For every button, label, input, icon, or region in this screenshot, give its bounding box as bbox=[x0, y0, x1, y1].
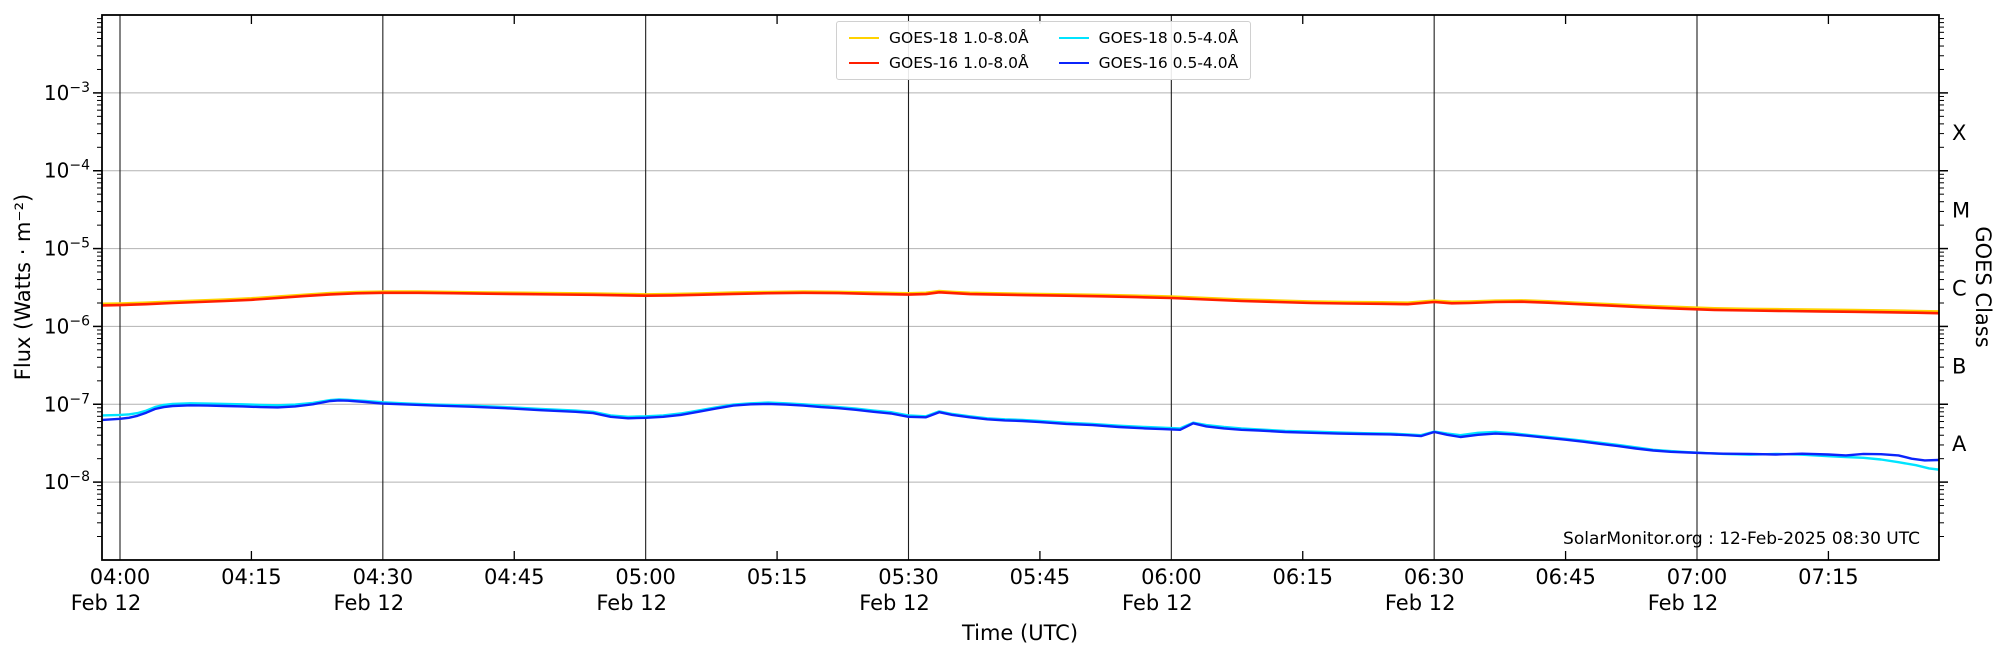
x-tick-label: 04:30 bbox=[353, 565, 414, 589]
legend-item: GOES-18 1.0-8.0Å bbox=[849, 29, 1029, 48]
y-axis-label-left: Flux (Watts · m⁻²) bbox=[11, 193, 35, 381]
x-tick-date-label: Feb 12 bbox=[1122, 591, 1193, 615]
goes-class-label: M bbox=[1952, 199, 1970, 223]
x-tick-label: 05:15 bbox=[747, 565, 808, 589]
y-tick-label: 10−6 bbox=[44, 313, 90, 338]
x-tick-label: 05:00 bbox=[615, 565, 676, 589]
goes-class-label: X bbox=[1952, 121, 1966, 145]
x-tick-label: 04:00 bbox=[90, 565, 151, 589]
y-tick-label: 10−8 bbox=[44, 469, 90, 494]
series-line-goes-16-0-5-4-0- bbox=[102, 399, 1939, 462]
y-tick-labels: 10−3 10−4 10−5 10−6 10−7 10−8 bbox=[44, 80, 90, 494]
legend-item: GOES-16 1.0-8.0Å bbox=[849, 54, 1029, 73]
x-tick-label: 06:45 bbox=[1535, 565, 1596, 589]
x-tick-label: 07:15 bbox=[1798, 565, 1859, 589]
x-tick-label: 06:30 bbox=[1404, 565, 1465, 589]
x-tick-date-label: Feb 12 bbox=[334, 591, 405, 615]
legend-label: GOES-18 1.0-8.0Å bbox=[889, 29, 1029, 47]
y-tick-label: 10−7 bbox=[44, 391, 90, 416]
goes-class-label: A bbox=[1952, 432, 1967, 456]
legend-swatch bbox=[849, 61, 879, 64]
x-tick-date-label: Feb 12 bbox=[71, 591, 142, 615]
x-tick-date-label: Feb 12 bbox=[859, 591, 930, 615]
series-line-goes-16-1-0-8-0- bbox=[102, 291, 1939, 315]
goes-class-label: C bbox=[1952, 277, 1967, 301]
source-annotation: SolarMonitor.org : 12-Feb-2025 08:30 UTC bbox=[1563, 529, 1920, 549]
series-group bbox=[102, 289, 1939, 471]
y-tick-label: 10−5 bbox=[44, 236, 90, 261]
x-tick-date-label: Feb 12 bbox=[1648, 591, 1719, 615]
goes-class-labels: X M C B A bbox=[1952, 121, 1970, 456]
x-tick-label: 04:15 bbox=[221, 565, 282, 589]
x-tick-label: 06:00 bbox=[1141, 565, 1202, 589]
legend-swatch bbox=[1058, 37, 1089, 40]
x-tick-label: 05:45 bbox=[1010, 565, 1071, 589]
legend-swatch bbox=[1058, 61, 1089, 64]
x-tick-label: 07:00 bbox=[1667, 565, 1728, 589]
x-tick-date-label: Feb 12 bbox=[596, 591, 667, 615]
x-axis-label: Time (UTC) bbox=[961, 621, 1079, 645]
legend-item: GOES-16 0.5-4.0Å bbox=[1058, 53, 1239, 73]
x-minor-ticks bbox=[250, 15, 1830, 560]
series-line-goes-18-0-5-4-0- bbox=[102, 398, 1939, 471]
x-tick-label: 06:15 bbox=[1272, 565, 1333, 589]
x-tick-label: 04:45 bbox=[484, 565, 545, 589]
y-axis-label-right: GOES Class bbox=[1971, 226, 1995, 348]
legend-swatch bbox=[849, 37, 879, 40]
y-gridlines bbox=[102, 92, 1939, 483]
legend-label: GOES-18 0.5-4.0Å bbox=[1098, 29, 1239, 47]
y-ticks bbox=[93, 18, 1948, 538]
x-gridlines bbox=[119, 15, 1698, 560]
plot-border bbox=[101, 14, 1940, 561]
legend-item: GOES-18 0.5-4.0Å bbox=[1058, 29, 1239, 48]
x-tick-label: 05:30 bbox=[878, 565, 939, 589]
goes-class-label: B bbox=[1952, 354, 1966, 378]
chart-legend: GOES-18 1.0-8.0Å GOES-16 1.0-8.0Å GOES-18 … bbox=[836, 21, 1252, 81]
legend-label: GOES-16 0.5-4.0Å bbox=[1098, 53, 1239, 72]
legend-label: GOES-16 1.0-8.0Å bbox=[889, 53, 1029, 72]
x-tick-date-label: Feb 12 bbox=[1385, 591, 1456, 615]
y-tick-label: 10−3 bbox=[44, 80, 90, 105]
y-tick-label: 10−4 bbox=[44, 158, 90, 183]
